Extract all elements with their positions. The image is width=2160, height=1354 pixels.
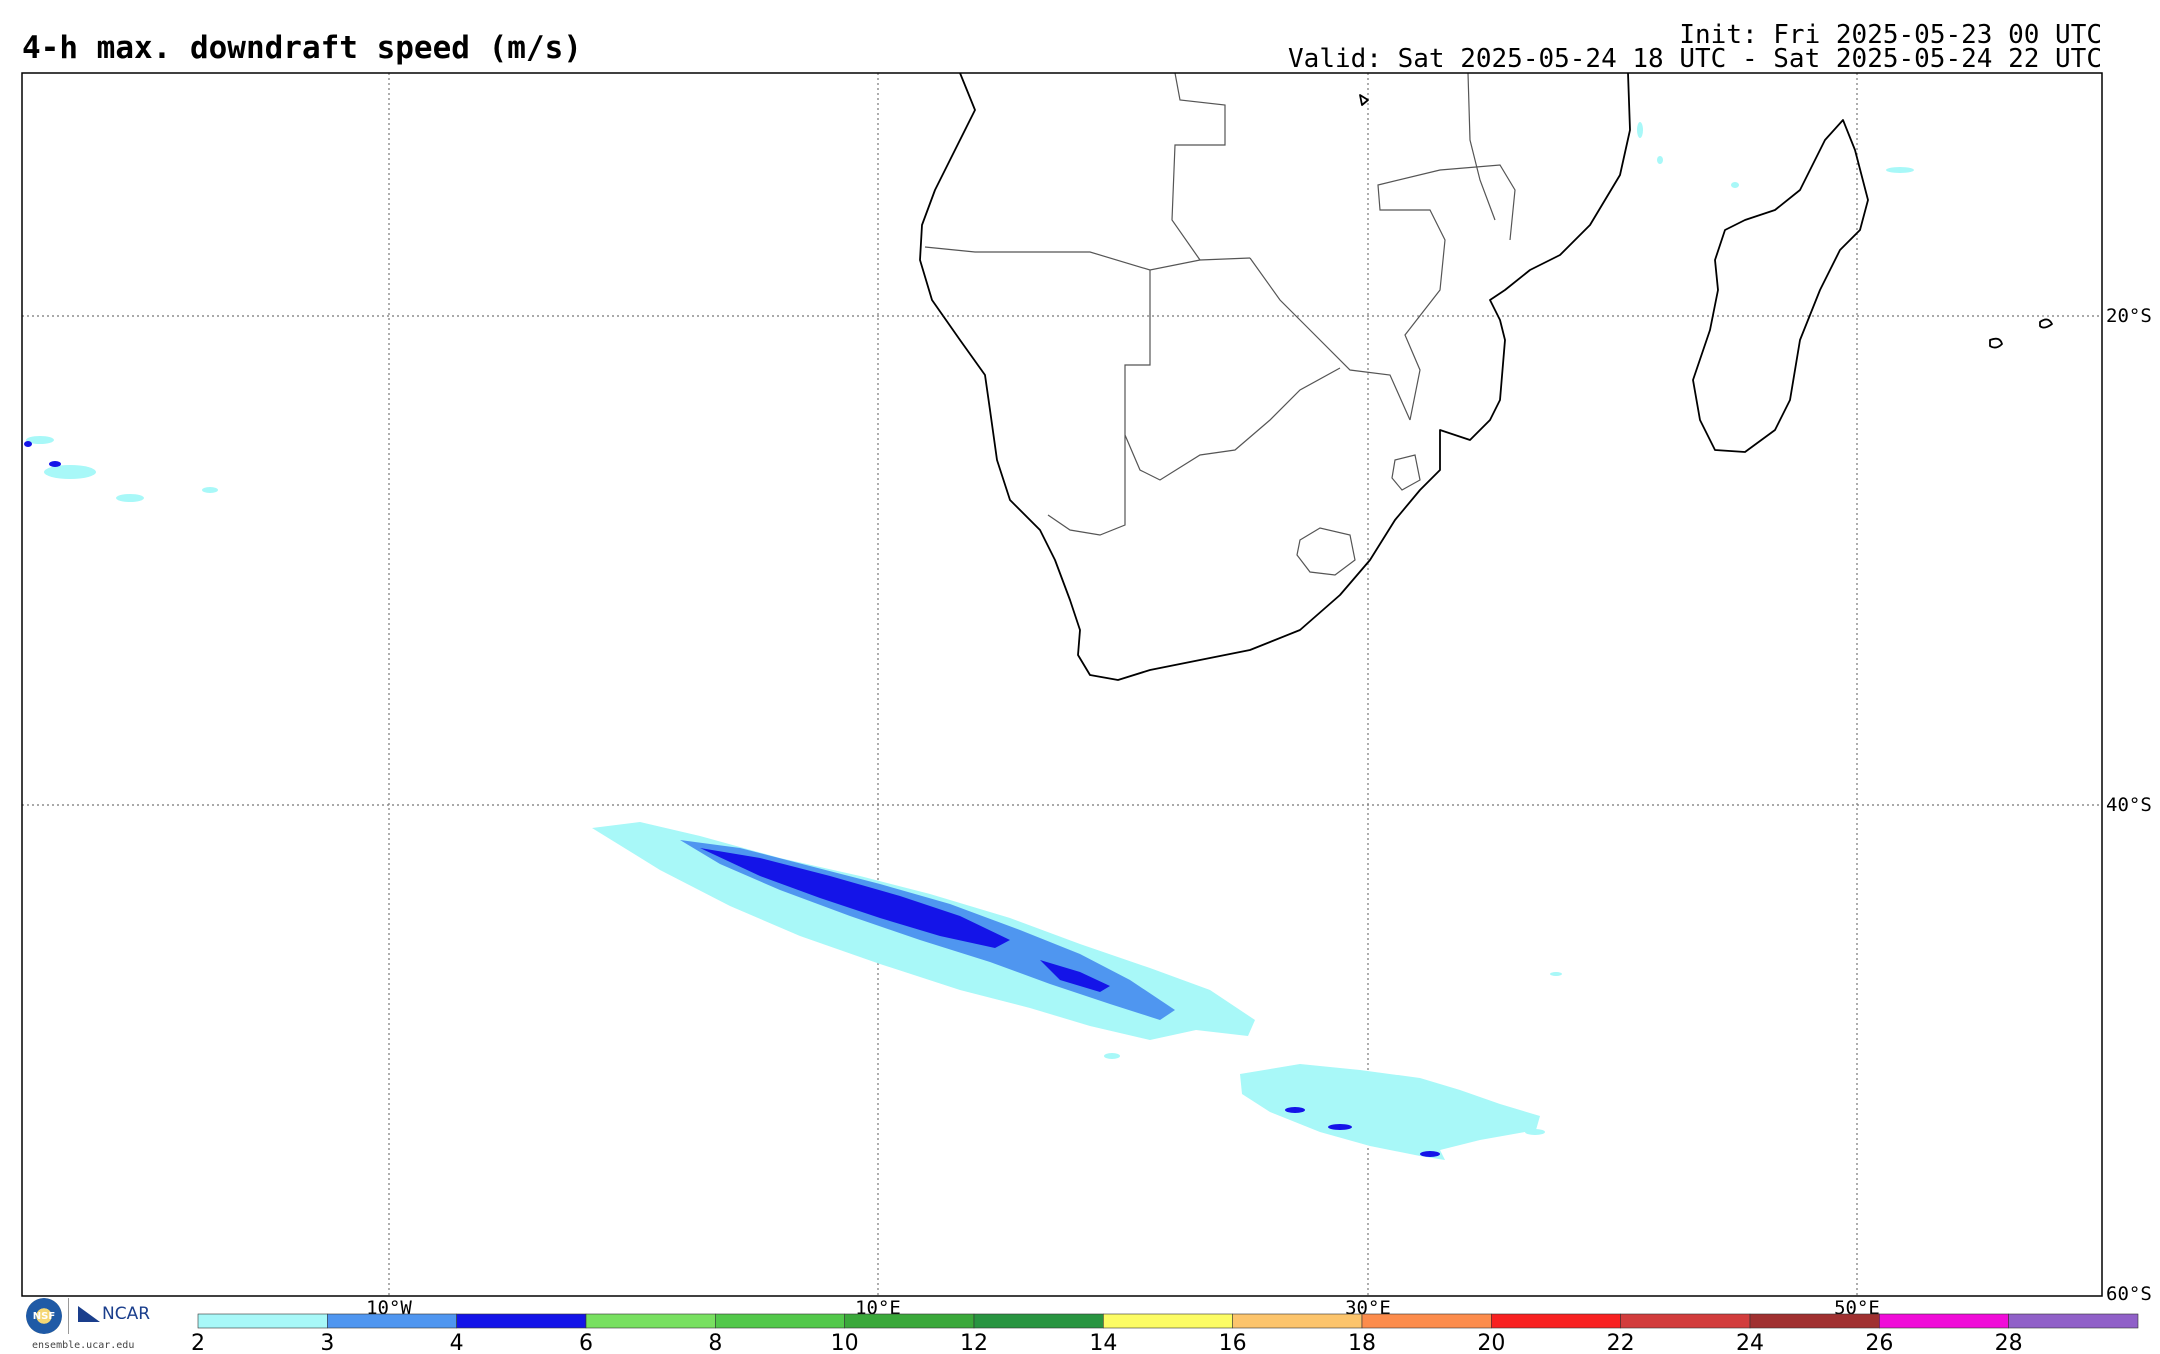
downdraft-specks: [26, 122, 1914, 1135]
speck: [1285, 1107, 1305, 1113]
lon-label-30e: 30°E: [1345, 1297, 1391, 1319]
speck: [1525, 1129, 1545, 1135]
colorbar-tick-label: 8: [708, 1331, 722, 1354]
ncar-mark-icon: [78, 1306, 100, 1322]
downdraft-contour-2b: [1240, 1064, 1540, 1160]
map-title: 4-h max. downdraft speed (m/s): [22, 30, 582, 66]
site-url: ensemble.ucar.edu: [32, 1340, 135, 1351]
colorbar-tick-label: 16: [1219, 1331, 1247, 1354]
lon-label-50e: 50°E: [1834, 1297, 1880, 1319]
colorbar-swatch: [1103, 1313, 1233, 1329]
speck: [1104, 1053, 1120, 1059]
colorbar-tick-label: 22: [1607, 1331, 1635, 1354]
axis-labels: 20°S 40°S 60°S 10°W 10°E 30°E 50°E: [366, 305, 2152, 1319]
lake-victoria-stub: [1359, 94, 1369, 106]
speck: [1420, 1151, 1440, 1157]
ncar-logo: NCAR: [78, 1304, 150, 1324]
border-zambia: [1171, 72, 1226, 261]
valid-time: Valid: Sat 2025-05-24 18 UTC - Sat 2025-…: [1288, 44, 2102, 74]
speck: [202, 487, 218, 493]
colorbar-swatch: [1749, 1313, 1880, 1329]
colorbar-tick-label: 28: [1995, 1331, 2023, 1354]
init-time: Init: Fri 2025-05-23 00 UTC: [1679, 20, 2102, 50]
lat-label-60s: 60°S: [2106, 1283, 2152, 1305]
logo-separator: [68, 1298, 69, 1334]
colorbar-tick-label: 24: [1736, 1331, 1764, 1354]
speck: [116, 494, 144, 502]
colorbar-swatch: [2008, 1313, 2139, 1329]
africa-outline: [919, 72, 2053, 681]
speck: [26, 436, 54, 444]
colorbar-tick-label: 26: [1865, 1331, 1893, 1354]
ncar-logo-text: NCAR: [102, 1304, 151, 1324]
colorbar-swatch: [197, 1313, 328, 1329]
lon-label-10w: 10°W: [366, 1297, 412, 1319]
colorbar-swatch: [585, 1313, 716, 1329]
border-angola-namibia: [924, 246, 1251, 271]
border-botswana-zimbabwe: [1249, 257, 1411, 421]
colorbar-swatch: [844, 1313, 975, 1329]
colorbar-swatch: [327, 1313, 457, 1329]
downdraft-contour-4: [700, 848, 1010, 948]
africa-coastline: [919, 72, 1631, 681]
colorbar-tick-label: 20: [1477, 1331, 1505, 1354]
nsf-logo: NSF: [26, 1298, 62, 1334]
colorbar-swatch: [715, 1313, 845, 1329]
graticule: [22, 73, 2102, 1296]
colorbar-tick-label: 18: [1348, 1331, 1376, 1354]
colorbar-swatch: [1620, 1313, 1751, 1329]
madagascar-coastline: [1692, 119, 1869, 453]
speck: [1657, 156, 1663, 164]
speck: [1886, 167, 1914, 173]
speck: [1328, 1124, 1352, 1130]
colorbar-swatch: [973, 1313, 1104, 1329]
speck: [1550, 972, 1562, 976]
speck: [49, 461, 61, 467]
colorbar-swatch: [1232, 1313, 1363, 1329]
border-malawi: [1467, 72, 1496, 221]
colorbar-swatch: [456, 1313, 587, 1329]
border-botswana-sa: [1124, 367, 1341, 481]
colorbar-tick-label: 12: [960, 1331, 988, 1354]
colorbar-tick-label: 4: [450, 1331, 464, 1354]
lesotho-border: [1296, 527, 1356, 576]
lat-label-40s: 40°S: [2106, 794, 2152, 816]
speck: [1637, 122, 1643, 138]
lat-label-20s: 20°S: [2106, 305, 2152, 327]
downdraft-contour-4b: [1040, 960, 1110, 992]
downdraft-specks-dark: [24, 441, 1440, 1157]
colorbar-tick-label: 6: [579, 1331, 593, 1354]
country-borders: [924, 72, 1516, 576]
border-mozambique: [1377, 164, 1516, 421]
speck: [24, 441, 32, 447]
map-frame: [21, 72, 2103, 1297]
colorbar-tick-label: 3: [320, 1331, 334, 1354]
colorbar-swatch: [1879, 1313, 2009, 1329]
eswatini-border: [1391, 454, 1421, 491]
colorbar: 2 3 4 6 8 10 12 14 16 18 20 22 24 26 28: [191, 1313, 2139, 1354]
speck: [44, 465, 96, 479]
speck: [1731, 182, 1739, 188]
border-namibia-botswana: [1047, 270, 1151, 536]
lon-label-10e: 10°E: [855, 1297, 901, 1319]
mauritius-island: [1989, 337, 2003, 349]
colorbar-tick-label: 2: [191, 1331, 205, 1354]
colorbar-swatch: [1361, 1313, 1492, 1329]
downdraft-field: [24, 122, 1914, 1160]
reunion-island: [2039, 318, 2053, 329]
colorbar-tick-label: 10: [831, 1331, 859, 1354]
colorbar-swatch: [1491, 1313, 1621, 1329]
colorbar-tick-label: 14: [1089, 1331, 1117, 1354]
